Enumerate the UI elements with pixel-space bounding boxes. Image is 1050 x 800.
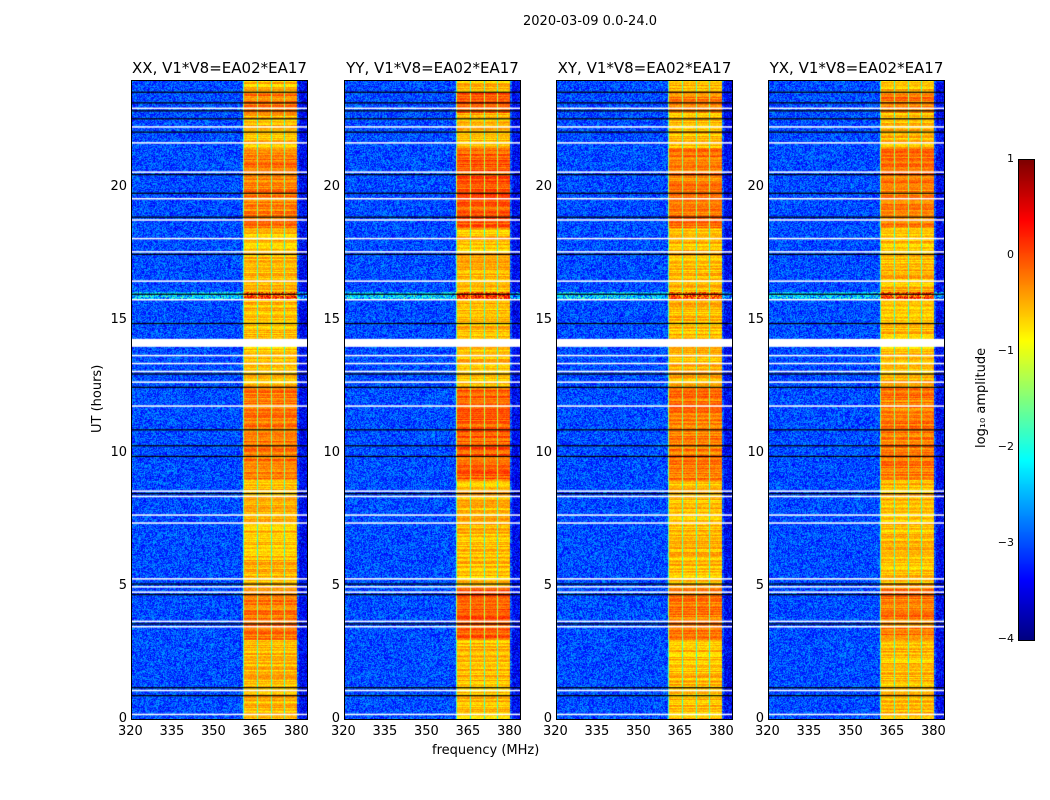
colorbar-label: log₁₀ amplitude [974, 347, 989, 448]
x-tick-label: 380 [708, 724, 734, 739]
colorbar-tick-label: −2 [997, 440, 1014, 453]
y-tick-label: 5 [755, 577, 764, 593]
x-tick-label: 335 [796, 724, 822, 739]
y-tick-label: 20 [323, 178, 340, 194]
x-tick-label: 320 [331, 724, 356, 739]
heatmap-panel [556, 80, 733, 720]
x-tick-label: 335 [584, 724, 610, 739]
colorbar-tick-label: 0 [1007, 248, 1014, 261]
panel-title: XX, V1*V8=EA02*EA17 [132, 59, 307, 77]
y-tick-label: 5 [118, 577, 127, 593]
x-tick-label: 320 [755, 724, 780, 739]
x-tick-label: 365 [242, 724, 268, 739]
figure-title: 2020-03-09 0.0-24.0 [523, 14, 657, 29]
x-tick-label: 350 [413, 724, 439, 739]
x-tick-label: 335 [159, 724, 185, 739]
y-tick-label: 20 [110, 178, 127, 194]
panel-title: XY, V1*V8=EA02*EA17 [557, 59, 732, 77]
x-axis-label: frequency (MHz) [432, 743, 540, 758]
x-tick-label: 335 [372, 724, 398, 739]
x-tick-label: 350 [625, 724, 651, 739]
colorbar-tick-label: 1 [1007, 152, 1014, 165]
x-tick-label: 320 [543, 724, 568, 739]
y-tick-label: 5 [331, 577, 340, 593]
colorbar-tick-label: −4 [997, 632, 1014, 645]
y-axis-label: UT (hours) [90, 364, 105, 433]
colorbar-tick-label: −3 [997, 536, 1014, 549]
heatmap-image [132, 81, 307, 719]
y-tick-label: 0 [331, 711, 340, 726]
y-tick-label: 15 [747, 311, 764, 327]
heatmap-image [769, 81, 944, 719]
heatmap-image [557, 81, 732, 719]
x-tick-label: 380 [283, 724, 309, 739]
colorbar [1018, 159, 1035, 641]
y-tick-label: 0 [755, 711, 764, 726]
x-tick-label: 365 [879, 724, 905, 739]
y-tick-label: 0 [118, 711, 127, 726]
x-tick-label: 365 [667, 724, 693, 739]
y-tick-label: 20 [747, 178, 764, 194]
x-tick-label: 320 [118, 724, 143, 739]
y-tick-label: 10 [747, 444, 764, 460]
x-tick-label: 380 [920, 724, 946, 739]
y-tick-label: 10 [535, 444, 552, 460]
x-tick-label: 380 [496, 724, 522, 739]
y-tick-label: 0 [543, 711, 552, 726]
x-tick-label: 350 [200, 724, 226, 739]
x-tick-label: 365 [455, 724, 481, 739]
y-tick-label: 20 [535, 178, 552, 194]
x-tick-label: 350 [837, 724, 863, 739]
panel-title: YY, V1*V8=EA02*EA17 [346, 59, 519, 77]
heatmap-panel [131, 80, 308, 720]
heatmap-panel [344, 80, 521, 720]
y-tick-label: 15 [535, 311, 552, 327]
y-tick-label: 5 [543, 577, 552, 593]
y-tick-label: 15 [110, 311, 127, 327]
heatmap-image [345, 81, 520, 719]
y-tick-label: 10 [110, 444, 127, 460]
y-tick-label: 15 [323, 311, 340, 327]
panel-title: YX, V1*V8=EA02*EA17 [769, 59, 944, 77]
y-tick-label: 10 [323, 444, 340, 460]
colorbar-tick-label: −1 [997, 344, 1014, 357]
heatmap-panel [768, 80, 945, 720]
